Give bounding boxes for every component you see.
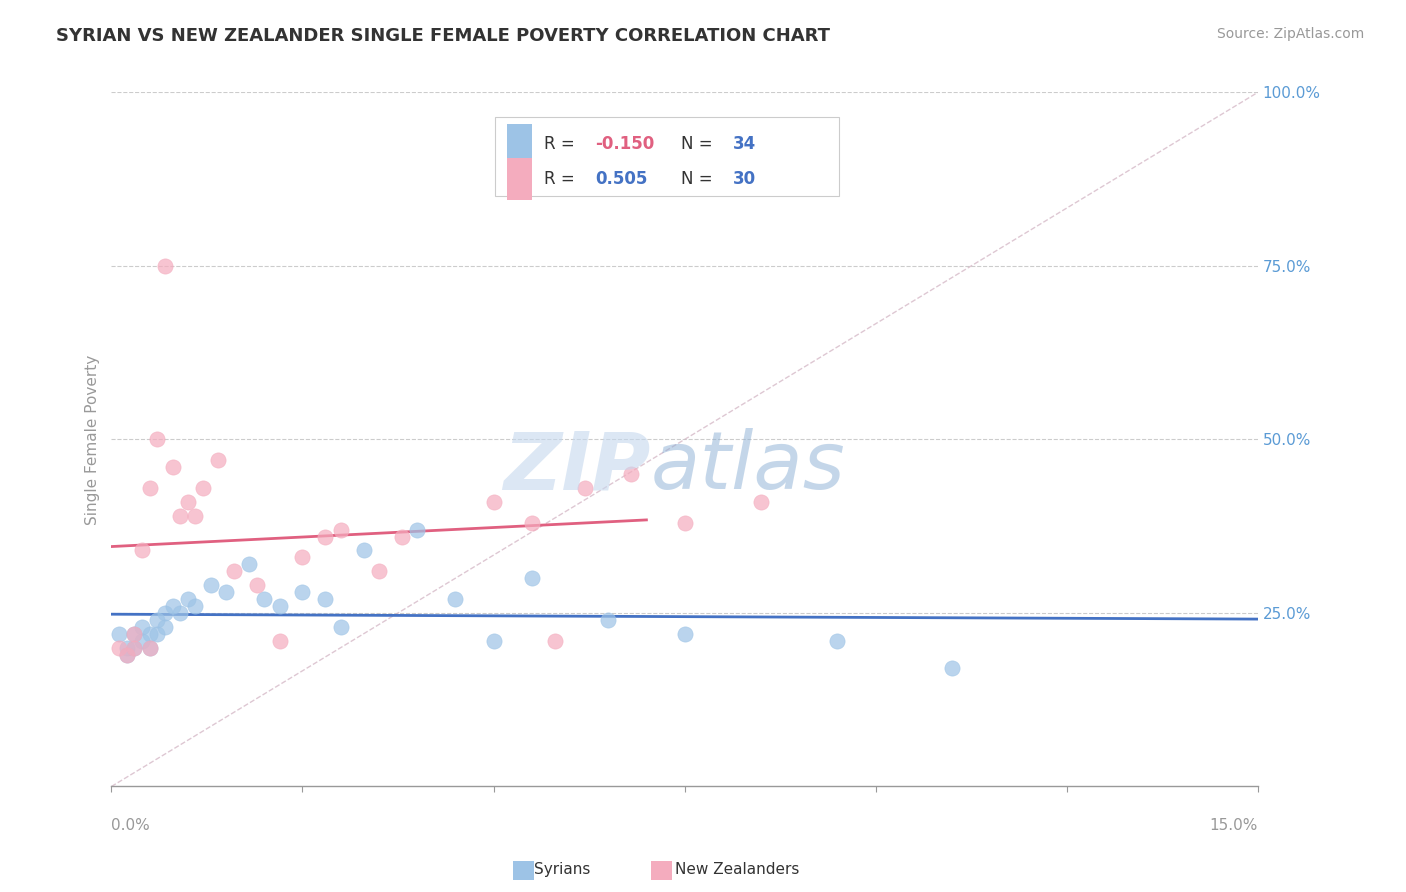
- Point: [269, 633, 291, 648]
- Point: [353, 543, 375, 558]
- Point: [124, 640, 146, 655]
- FancyBboxPatch shape: [495, 117, 839, 196]
- Point: [291, 585, 314, 599]
- Text: N =: N =: [681, 136, 718, 153]
- Point: [131, 543, 153, 558]
- Point: [444, 592, 467, 607]
- Point: [329, 620, 352, 634]
- FancyBboxPatch shape: [508, 124, 531, 165]
- Point: [482, 633, 505, 648]
- Point: [291, 550, 314, 565]
- Point: [246, 578, 269, 592]
- Point: [215, 585, 238, 599]
- Point: [574, 481, 596, 495]
- Point: [598, 613, 620, 627]
- Point: [200, 578, 222, 592]
- Point: [520, 571, 543, 585]
- Text: 15.0%: 15.0%: [1209, 818, 1258, 833]
- Point: [673, 627, 696, 641]
- Point: [146, 613, 169, 627]
- Point: [749, 495, 772, 509]
- Text: 0.505: 0.505: [595, 170, 648, 188]
- Point: [184, 599, 207, 613]
- Text: atlas: atlas: [650, 428, 845, 506]
- Point: [222, 564, 245, 578]
- Point: [115, 648, 138, 662]
- Text: N =: N =: [681, 170, 718, 188]
- Point: [138, 640, 160, 655]
- Point: [207, 453, 229, 467]
- Text: Syrians: Syrians: [534, 863, 591, 877]
- Point: [162, 460, 184, 475]
- Text: R =: R =: [544, 136, 579, 153]
- Point: [138, 627, 160, 641]
- Point: [138, 640, 160, 655]
- Point: [146, 627, 169, 641]
- Point: [115, 640, 138, 655]
- Point: [131, 633, 153, 648]
- Point: [169, 606, 191, 620]
- Point: [269, 599, 291, 613]
- Point: [406, 523, 429, 537]
- Point: [162, 599, 184, 613]
- Point: [124, 640, 146, 655]
- Text: 0.0%: 0.0%: [111, 818, 150, 833]
- Point: [153, 259, 176, 273]
- Y-axis label: Single Female Poverty: Single Female Poverty: [86, 354, 100, 524]
- Point: [153, 606, 176, 620]
- Text: 30: 30: [733, 170, 756, 188]
- Point: [314, 530, 336, 544]
- Point: [391, 530, 413, 544]
- Point: [314, 592, 336, 607]
- Point: [177, 592, 200, 607]
- Point: [108, 640, 131, 655]
- Point: [177, 495, 200, 509]
- Point: [169, 508, 191, 523]
- Point: [673, 516, 696, 530]
- Point: [827, 633, 849, 648]
- Point: [115, 648, 138, 662]
- Point: [544, 633, 567, 648]
- Text: R =: R =: [544, 170, 579, 188]
- Point: [153, 620, 176, 634]
- Point: [238, 558, 260, 572]
- Point: [138, 481, 160, 495]
- Point: [482, 495, 505, 509]
- Text: 34: 34: [733, 136, 756, 153]
- Text: SYRIAN VS NEW ZEALANDER SINGLE FEMALE POVERTY CORRELATION CHART: SYRIAN VS NEW ZEALANDER SINGLE FEMALE PO…: [56, 27, 830, 45]
- Text: ZIP: ZIP: [503, 428, 650, 506]
- Point: [191, 481, 214, 495]
- Point: [620, 467, 643, 482]
- Text: New Zealanders: New Zealanders: [675, 863, 799, 877]
- FancyBboxPatch shape: [508, 158, 531, 200]
- Point: [108, 627, 131, 641]
- Point: [329, 523, 352, 537]
- Point: [253, 592, 276, 607]
- Point: [184, 508, 207, 523]
- Text: Source: ZipAtlas.com: Source: ZipAtlas.com: [1216, 27, 1364, 41]
- Point: [367, 564, 389, 578]
- Text: -0.150: -0.150: [595, 136, 654, 153]
- Point: [941, 661, 963, 675]
- Point: [131, 620, 153, 634]
- Point: [520, 516, 543, 530]
- Point: [124, 627, 146, 641]
- Point: [124, 627, 146, 641]
- Point: [146, 433, 169, 447]
